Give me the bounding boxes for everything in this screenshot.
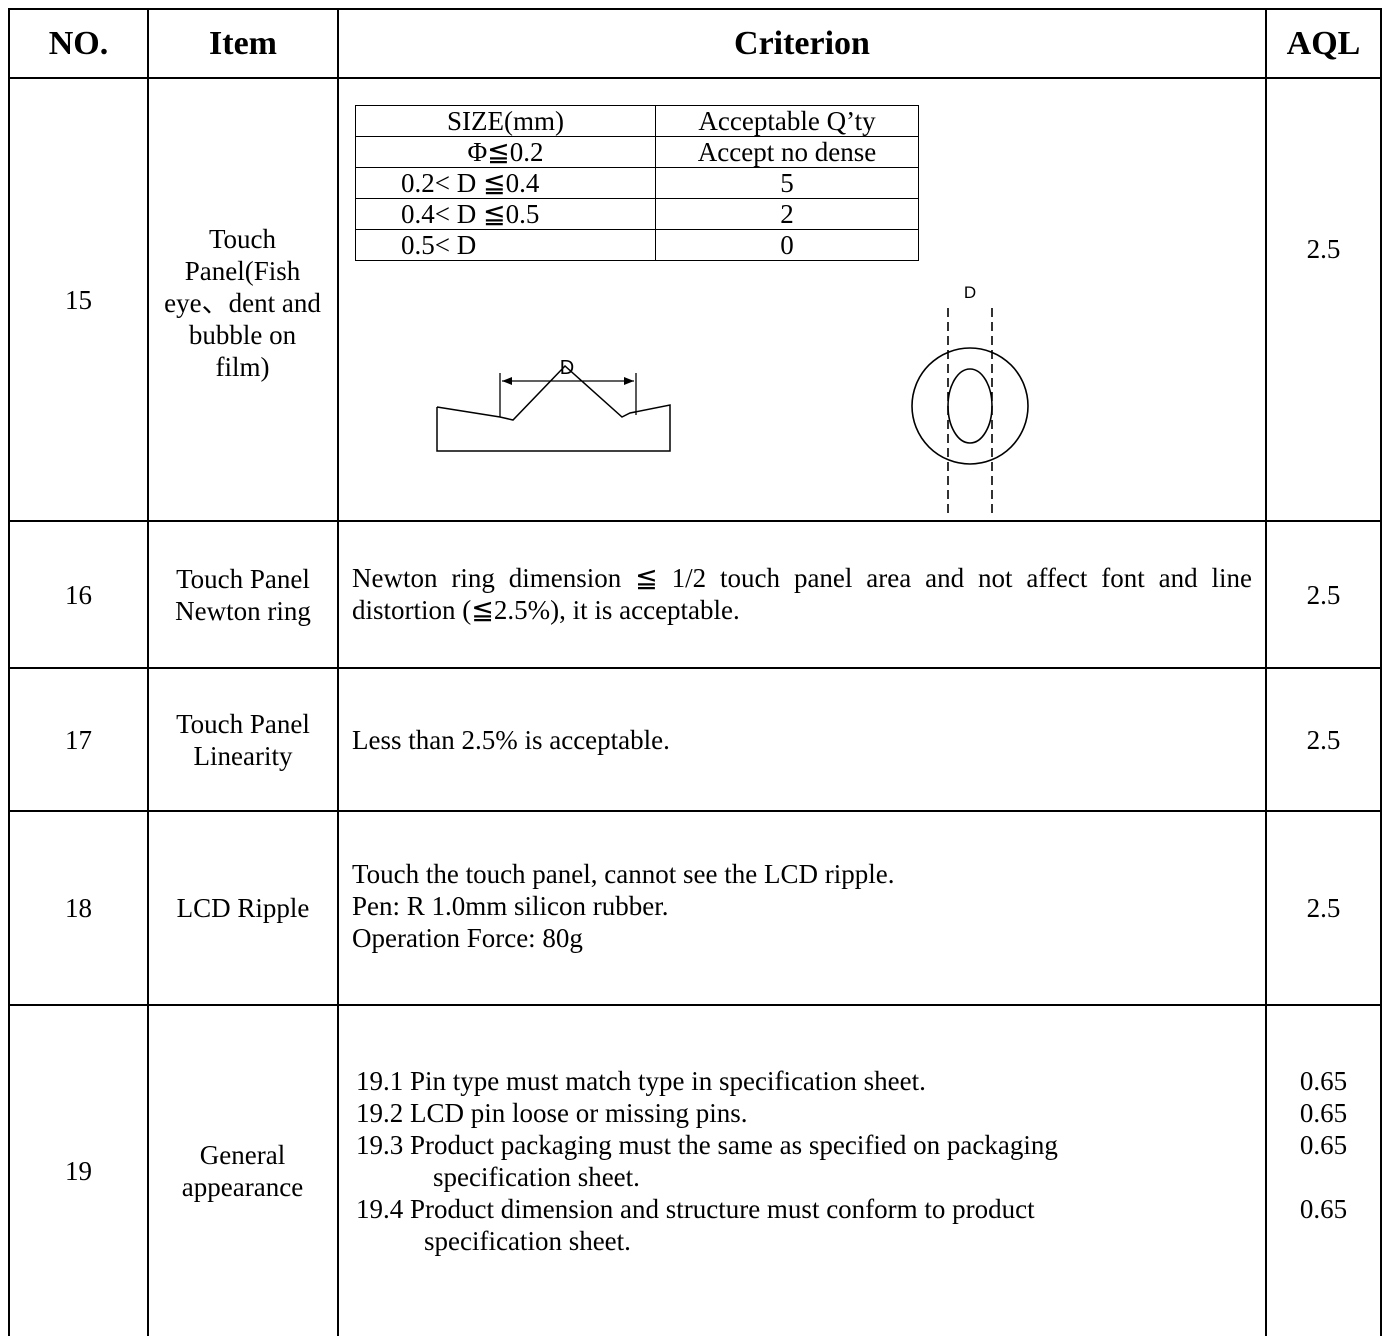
row-divider [8, 520, 1382, 522]
column-divider [147, 8, 149, 1336]
size-cell: 0.4< D ≦0.5 [355, 198, 656, 230]
size-cell: 0.5< D [355, 229, 656, 261]
row-divider [8, 667, 1382, 669]
criterion-item: 19.2 LCD pin loose or missing pins. [356, 1098, 748, 1128]
row-18-item: LCD Ripple [176, 893, 310, 923]
row-17-item: Touch Panel Linearity [176, 708, 310, 771]
qty-cell: Accept no dense [655, 136, 919, 168]
criterion-line: Pen: R 1.0mm silicon rubber. [352, 891, 669, 921]
row-18-criterion: Touch the touch panel, cannot see the LC… [352, 858, 1252, 954]
dent-dimension-label: D [560, 357, 574, 379]
column-divider [337, 8, 339, 1336]
row-19-item: General appearance [181, 1140, 304, 1202]
aql-spacer [1267, 1161, 1380, 1193]
row-17-aql: 2.5 [1306, 724, 1341, 755]
row-17-no: 17 [65, 724, 92, 755]
dent-cross-section-diagram: D [436, 357, 671, 452]
criterion-item-continued: specification sheet. [433, 1162, 640, 1192]
row-15-no: 15 [65, 284, 92, 315]
row-divider [8, 810, 1382, 812]
row-16-no: 16 [65, 579, 92, 610]
criterion-item: 19.3 Product packaging must the same as … [356, 1130, 1058, 1160]
criterion-item: 19.1 Pin type must match type in specifi… [356, 1066, 926, 1096]
row-18-aql: 2.5 [1306, 893, 1341, 923]
qty-cell: 2 [655, 198, 919, 230]
table-border-right [1380, 8, 1382, 1336]
size-acceptance-table: SIZE(mm) Acceptable Q’ty Φ≦0.2 Accept no… [355, 105, 919, 261]
bubble-diagram: D [911, 283, 1029, 518]
size-cell: 0.2< D ≦0.4 [355, 167, 656, 199]
row-19-aql-values: 0.65 0.65 0.65 0.65 [1267, 1065, 1380, 1225]
row-19-no: 19 [65, 1156, 92, 1186]
row-17-criterion: Less than 2.5% is acceptable. [352, 724, 670, 755]
size-cell: Φ≦0.2 [355, 136, 656, 168]
aql-value: 0.65 [1299, 1066, 1348, 1096]
table-row: 0.4< D ≦0.5 2 [355, 198, 919, 230]
criterion-item-continued: specification sheet. [424, 1226, 631, 1256]
criterion-line: Operation Force: 80g [352, 923, 583, 953]
row-15-item: Touch Panel(Fish eye、dent and bubble on … [164, 223, 321, 382]
row-16-item: Touch Panel Newton ring [175, 563, 311, 626]
table-row: 0.2< D ≦0.4 5 [355, 167, 919, 199]
table-border-left [8, 8, 10, 1336]
qty-cell: 0 [655, 229, 919, 261]
criterion-line: Touch the touch panel, cannot see the LC… [352, 859, 895, 889]
row-15-aql: 2.5 [1306, 234, 1341, 264]
aql-value: 0.65 [1299, 1130, 1348, 1160]
table-row: Φ≦0.2 Accept no dense [355, 136, 919, 168]
table-border-top [8, 8, 1382, 10]
qty-header: Acceptable Q’ty [655, 105, 919, 137]
table-row: 0.5< D 0 [355, 229, 919, 261]
row-16-aql: 2.5 [1306, 579, 1341, 610]
column-divider [1265, 8, 1267, 1336]
aql-value: 0.65 [1299, 1194, 1348, 1224]
bubble-dimension-label: D [964, 283, 976, 302]
row-divider [8, 1004, 1382, 1006]
header-no: NO. [48, 24, 109, 62]
header-aql: AQL [1286, 24, 1361, 62]
aql-value: 0.65 [1299, 1098, 1348, 1128]
header-divider [8, 77, 1382, 79]
row-16-criterion: Newton ring dimension ≦ 1/2 touch panel … [352, 563, 1252, 625]
row-19-criterion: 19.1 Pin type must match type in specifi… [356, 1065, 1256, 1257]
size-header: SIZE(mm) [355, 105, 656, 137]
table-row: SIZE(mm) Acceptable Q’ty [355, 105, 919, 137]
header-item: Item [209, 24, 277, 62]
criterion-item: 19.4 Product dimension and structure mus… [356, 1194, 1035, 1224]
header-criterion: Criterion [734, 24, 870, 62]
row-18-no: 18 [65, 893, 92, 923]
qty-cell: 5 [655, 167, 919, 199]
